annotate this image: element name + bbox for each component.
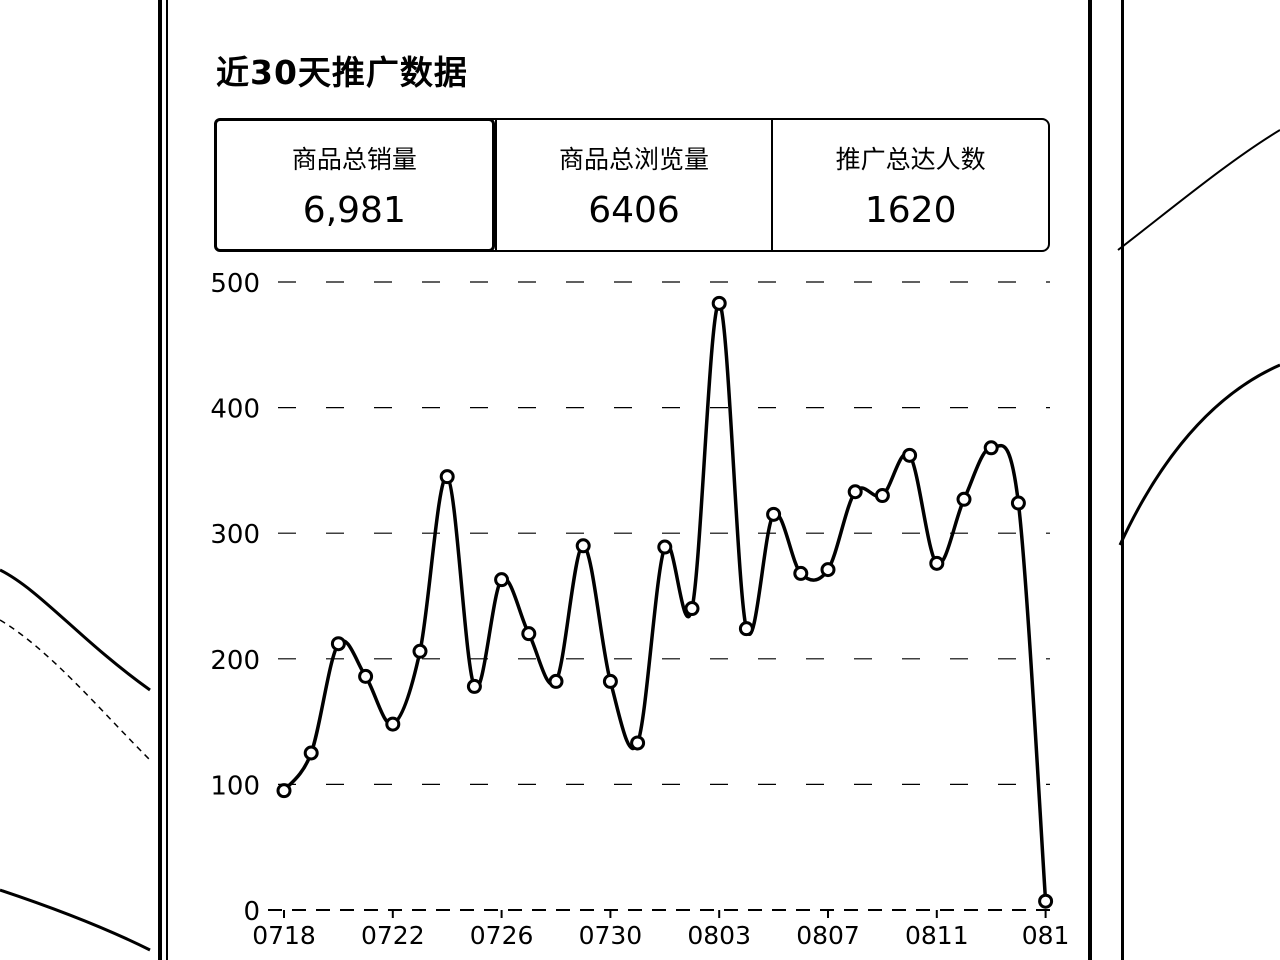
data-point bbox=[874, 488, 890, 504]
background-right bbox=[1088, 0, 1280, 960]
x-tick-label: 081 bbox=[1022, 921, 1070, 950]
x-tick-label: 0718 bbox=[252, 921, 316, 950]
x-tick-label: 0807 bbox=[796, 921, 860, 950]
line-chart: 0 100 200 300 400 500 0718 0722 0726 0730 0803 0807… bbox=[210, 269, 1070, 950]
stats-panel: 商品总销量 6,981 商品总浏览量 6406 推广总达人数 1620 bbox=[214, 118, 1050, 252]
data-point bbox=[385, 716, 401, 732]
y-tick-label: 500 bbox=[210, 269, 260, 299]
data-point bbox=[684, 601, 700, 617]
data-point bbox=[766, 506, 782, 522]
stat-value: 1620 bbox=[864, 189, 957, 231]
data-point bbox=[657, 539, 673, 555]
stat-label: 商品总销量 bbox=[291, 144, 417, 174]
data-point bbox=[276, 783, 292, 799]
data-point bbox=[1010, 495, 1026, 511]
stat-value: 6406 bbox=[588, 189, 680, 231]
stat-card-views[interactable]: 商品总浏览量 6406 bbox=[494, 120, 772, 250]
data-point bbox=[711, 295, 727, 311]
stat-label: 推广总达人数 bbox=[835, 144, 986, 174]
data-point bbox=[630, 735, 646, 751]
data-point bbox=[602, 673, 618, 689]
data-point bbox=[738, 621, 754, 637]
data-point bbox=[929, 555, 945, 571]
data-point bbox=[494, 572, 510, 588]
data-point bbox=[793, 565, 809, 581]
data-point bbox=[983, 440, 999, 456]
data-point bbox=[521, 626, 537, 642]
background-curve bbox=[1117, 129, 1280, 546]
stat-card-influencers[interactable]: 推广总达人数 1620 bbox=[771, 120, 1048, 250]
series-line bbox=[282, 301, 1048, 902]
data-point bbox=[412, 643, 428, 659]
x-tick-label: 0811 bbox=[905, 921, 969, 950]
data-point bbox=[847, 484, 863, 500]
data-point bbox=[820, 562, 836, 578]
data-point bbox=[902, 447, 918, 463]
x-tick-label: 0726 bbox=[470, 921, 534, 950]
data-point bbox=[439, 469, 455, 485]
device-right-edge bbox=[1088, 0, 1124, 960]
x-tick-label: 0730 bbox=[579, 921, 643, 950]
background-left bbox=[0, 0, 185, 960]
stat-value: 6,981 bbox=[302, 189, 406, 231]
y-tick-label: 300 bbox=[210, 520, 260, 550]
x-tick-label: 0722 bbox=[361, 921, 425, 950]
data-point bbox=[466, 678, 482, 694]
data-point bbox=[956, 491, 972, 507]
data-point bbox=[303, 745, 319, 761]
y-tick-label: 0 bbox=[243, 897, 260, 927]
y-tick-label: 100 bbox=[210, 771, 260, 801]
y-tick-label: 400 bbox=[210, 395, 260, 425]
page-title: 近30天推广数据 bbox=[216, 53, 468, 92]
stat-card-sales[interactable]: 商品总销量 6,981 bbox=[214, 118, 495, 252]
x-tick-label: 0803 bbox=[687, 921, 751, 950]
data-point bbox=[575, 538, 591, 554]
y-tick-label: 200 bbox=[210, 646, 260, 676]
stat-label: 商品总浏览量 bbox=[559, 144, 710, 174]
app-screen bbox=[182, 0, 1086, 960]
data-point bbox=[1038, 893, 1054, 909]
data-point bbox=[358, 668, 374, 684]
data-point bbox=[330, 636, 346, 652]
data-point bbox=[548, 673, 564, 689]
device-left-edge bbox=[158, 0, 168, 960]
